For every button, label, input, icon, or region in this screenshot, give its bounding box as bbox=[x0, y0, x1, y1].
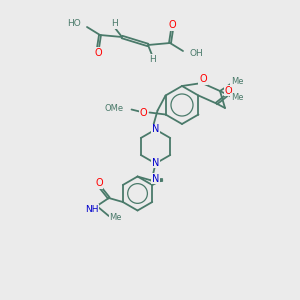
Text: OMe: OMe bbox=[104, 104, 124, 113]
Text: O: O bbox=[225, 85, 232, 95]
Text: H: H bbox=[111, 20, 117, 28]
Text: Me: Me bbox=[231, 77, 243, 86]
Text: N: N bbox=[152, 173, 159, 184]
Text: O: O bbox=[140, 107, 147, 118]
Text: N: N bbox=[152, 158, 159, 167]
Text: NH: NH bbox=[85, 205, 99, 214]
Text: H: H bbox=[150, 55, 156, 64]
Text: N: N bbox=[152, 124, 159, 134]
Text: Me: Me bbox=[231, 94, 243, 103]
Text: O: O bbox=[95, 178, 103, 188]
Text: Me: Me bbox=[110, 212, 122, 221]
Text: O: O bbox=[168, 20, 176, 30]
Text: O: O bbox=[199, 74, 207, 84]
Text: HO: HO bbox=[67, 20, 81, 28]
Text: OH: OH bbox=[190, 50, 204, 58]
Text: O: O bbox=[94, 48, 102, 58]
